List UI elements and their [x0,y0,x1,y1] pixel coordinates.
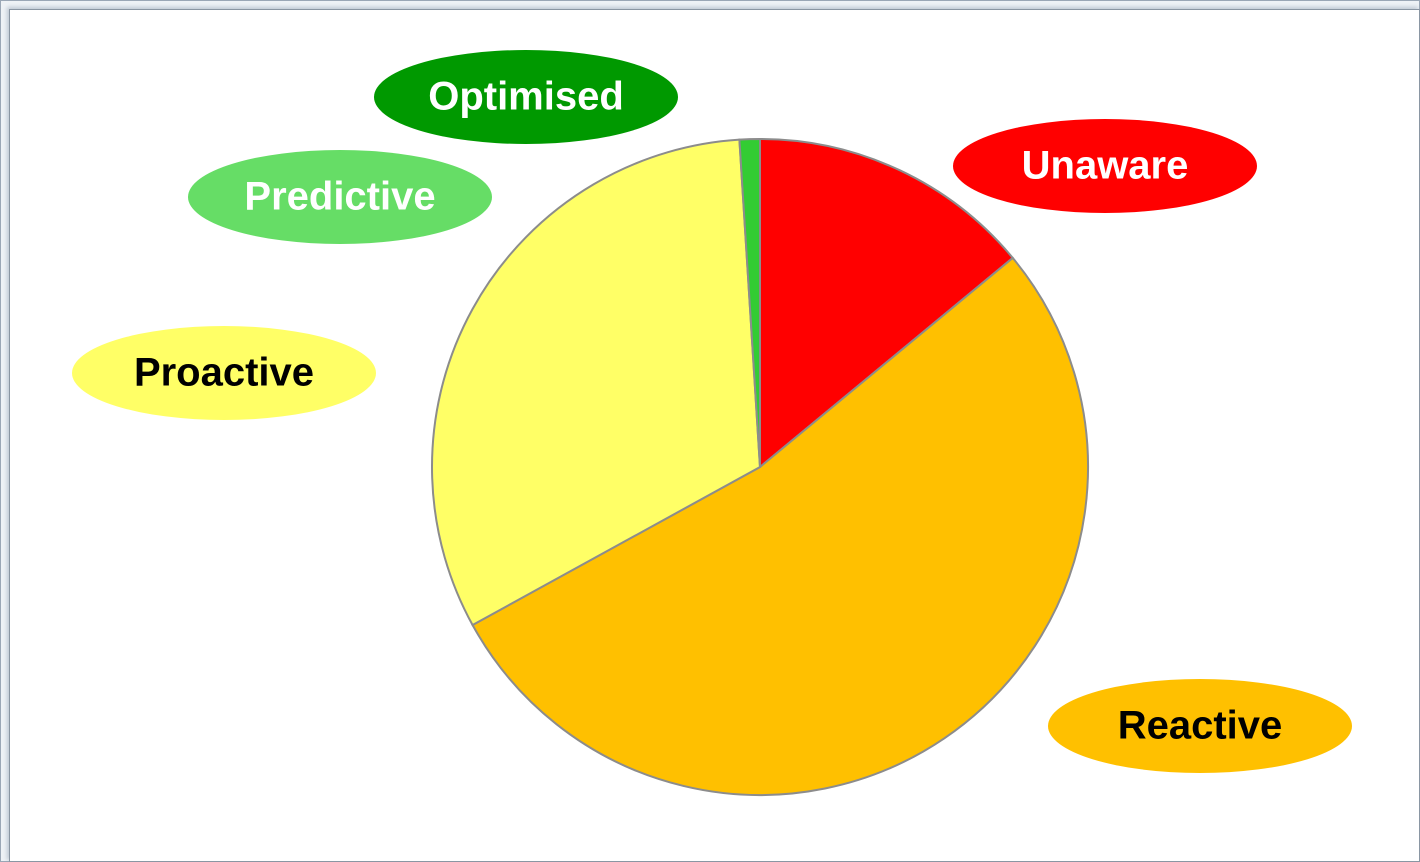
slice-label: Predictive [244,175,435,219]
slice-label: Optimised [428,75,624,119]
pie-slice [471,256,1089,796]
label-bubble [374,50,678,144]
pie-slice [759,137,1015,470]
pie-slice [430,138,762,627]
slice-label: Reactive [1118,704,1283,748]
label-bubble [1048,679,1352,773]
label-bubble [953,119,1257,213]
slice-label: Unaware [1022,144,1189,188]
slice-label: Proactive [134,351,314,395]
label-bubble [72,326,376,420]
label-bubble [188,150,492,244]
